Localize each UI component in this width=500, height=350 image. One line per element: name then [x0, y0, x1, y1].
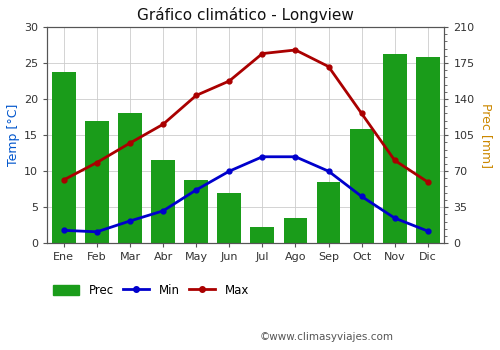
- Bar: [151, 160, 175, 243]
- Bar: [52, 72, 76, 243]
- Bar: [350, 129, 374, 243]
- Bar: [416, 57, 440, 243]
- Bar: [85, 121, 109, 243]
- Legend: Prec, Min, Max: Prec, Min, Max: [53, 284, 249, 297]
- Bar: [284, 218, 308, 243]
- Title: Gráfico climático - Longview: Gráfico climático - Longview: [138, 7, 354, 23]
- Bar: [118, 113, 142, 243]
- Y-axis label: Prec [mm]: Prec [mm]: [480, 103, 493, 168]
- Y-axis label: Temp [°C]: Temp [°C]: [7, 104, 20, 166]
- Bar: [316, 182, 340, 243]
- Text: ©www.climasyviajes.com: ©www.climasyviajes.com: [260, 332, 394, 342]
- Bar: [218, 193, 241, 243]
- Bar: [250, 227, 274, 243]
- Bar: [184, 181, 208, 243]
- Bar: [383, 54, 406, 243]
